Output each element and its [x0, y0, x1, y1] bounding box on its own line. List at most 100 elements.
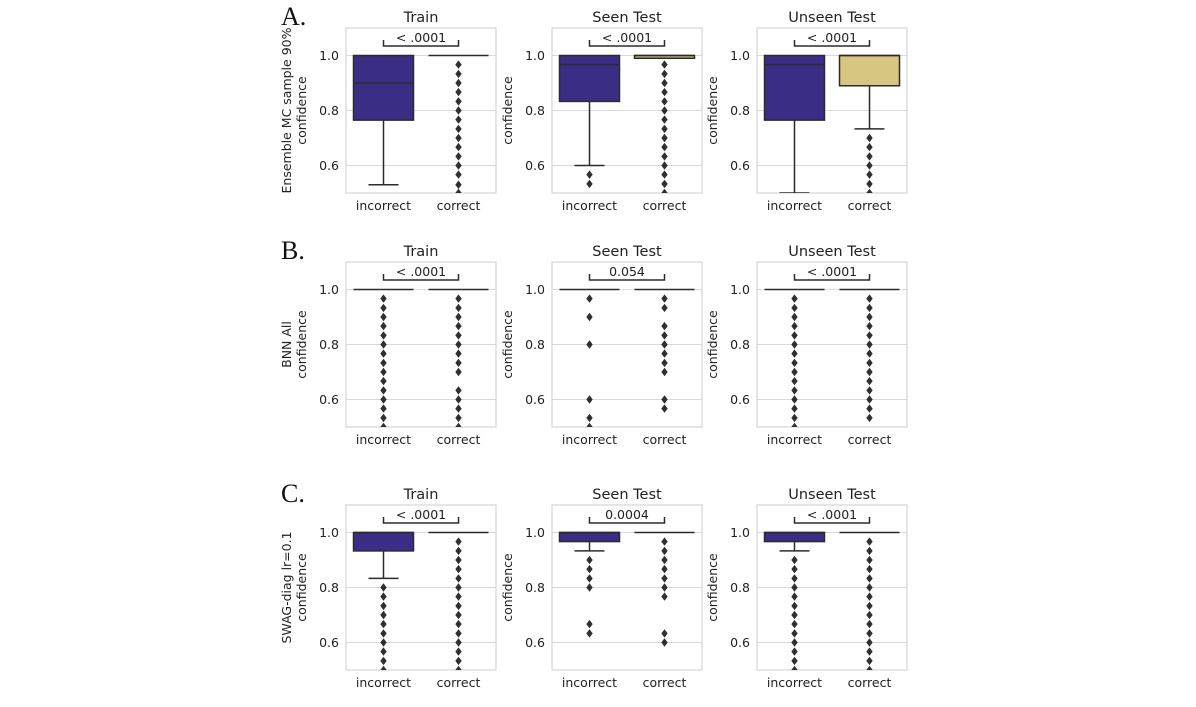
iqr-box: [558, 531, 621, 543]
outlier-point: [791, 638, 798, 647]
outlier-point: [380, 656, 387, 666]
panel-title: Seen Test: [592, 10, 662, 26]
outlier-point: [661, 303, 668, 313]
outlier-point: [866, 340, 873, 349]
x-tick-label-incorrect: incorrect: [562, 432, 617, 447]
outlier-point: [586, 583, 593, 592]
plot-frame: [345, 27, 497, 194]
y-tick-label: 0.8: [730, 103, 750, 118]
outlier-point: [661, 115, 668, 124]
outlier-point: [661, 583, 668, 592]
outlier-point: [791, 340, 798, 349]
outlier-point: [661, 294, 668, 303]
outlier-point: [866, 303, 873, 313]
outlier-point: [661, 367, 668, 377]
outlier-point: [586, 170, 593, 179]
outlier-point: [455, 115, 462, 124]
outlier-point: [866, 574, 873, 583]
y-tick-label: 1.0: [319, 525, 339, 540]
outlier-point: [586, 340, 593, 349]
outlier-point: [586, 312, 593, 322]
outlier-point: [455, 303, 462, 313]
y-axis-label: confidence: [294, 553, 309, 622]
panel-unseen-test: 0.6 0.8 1.0 confidence Unseen Test incorrect c…: [705, 487, 908, 690]
outlier-point: [586, 294, 593, 303]
outlier-point: [791, 349, 798, 358]
outlier-point: [455, 404, 462, 413]
outlier-point: [661, 358, 668, 368]
panel-unseen-test: 0.6 0.8 1.0 confidence Unseen Test incorrect c…: [705, 244, 908, 447]
y-tick-label: 0.8: [319, 337, 339, 352]
plot-area: [353, 288, 489, 427]
outlier-point: [455, 638, 462, 647]
outlier-point: [380, 592, 387, 601]
y-tick-label: 1.0: [319, 282, 339, 297]
outlier-point: [791, 610, 798, 620]
x-tick-label-correct: correct: [643, 675, 687, 690]
outlier-point: [661, 349, 668, 358]
outlier-point: [455, 78, 462, 88]
outlier-point: [380, 404, 387, 413]
outlier-point: [866, 555, 873, 565]
outlier-point: [791, 367, 798, 377]
outlier-point: [866, 321, 873, 331]
outlier-point: [866, 629, 873, 638]
outlier-point: [380, 647, 387, 656]
significance-bracket: [588, 517, 666, 524]
outlier-point: [866, 161, 873, 170]
significance-bracket: [588, 274, 666, 281]
outlier-point: [586, 179, 593, 189]
outlier-point: [791, 555, 798, 565]
box-correct: [838, 54, 901, 193]
outlier-point: [455, 161, 462, 170]
outlier-point: [380, 583, 387, 592]
p-value-label: < .0001: [396, 30, 446, 45]
box-incorrect: [558, 54, 621, 189]
outlier-point: [661, 170, 668, 179]
x-tick-label-incorrect: incorrect: [356, 675, 411, 690]
box-incorrect: [559, 288, 620, 427]
outlier-point: [455, 592, 462, 601]
outlier-point: [661, 592, 668, 601]
panel-title: Seen Test: [592, 244, 662, 260]
outlier-point: [866, 601, 873, 611]
box-incorrect: [353, 288, 414, 427]
x-tick-label-correct: correct: [848, 198, 892, 213]
plot-frame: [756, 27, 908, 194]
outlier-point: [380, 312, 387, 322]
p-value-label: < .0001: [807, 507, 857, 522]
panel-seen-test: 0.6 0.8 1.0 confidence Seen Test incorrect cor…: [500, 244, 703, 447]
y-tick-label: 0.8: [730, 580, 750, 595]
outlier-point: [791, 413, 798, 423]
outlier-point: [455, 564, 462, 574]
x-tick-label-correct: correct: [437, 198, 481, 213]
outlier-point: [661, 179, 668, 189]
y-tick-label: 1.0: [730, 48, 750, 63]
outlier-point: [455, 142, 462, 152]
outlier-point: [380, 321, 387, 331]
y-tick-label: 1.0: [730, 282, 750, 297]
outlier-point: [866, 395, 873, 404]
outlier-point: [866, 331, 873, 340]
outlier-point: [866, 546, 873, 556]
box-incorrect: [558, 531, 621, 638]
outlier-point: [455, 321, 462, 331]
panel-seen-test: 0.6 0.8 1.0 confidence Seen Test incorrect cor…: [500, 10, 703, 213]
outlier-point: [380, 610, 387, 620]
y-axis-label: BNN All: [279, 321, 294, 368]
outlier-point: [455, 60, 462, 69]
outlier-point: [661, 152, 668, 161]
outlier-point: [791, 376, 798, 386]
x-tick-label-incorrect: incorrect: [767, 675, 822, 690]
p-value-label: < .0001: [602, 30, 652, 45]
plot-frame: [551, 504, 703, 671]
panel-unseen-test: 0.6 0.8 1.0 confidence Unseen Test incorrect c…: [705, 10, 908, 213]
outlier-point: [866, 413, 873, 423]
outlier-point: [455, 331, 462, 340]
y-tick-label: 1.0: [525, 525, 545, 540]
outlier-point: [455, 133, 462, 143]
outlier-point: [455, 629, 462, 638]
outlier-point: [380, 386, 387, 395]
outlier-point: [866, 376, 873, 386]
